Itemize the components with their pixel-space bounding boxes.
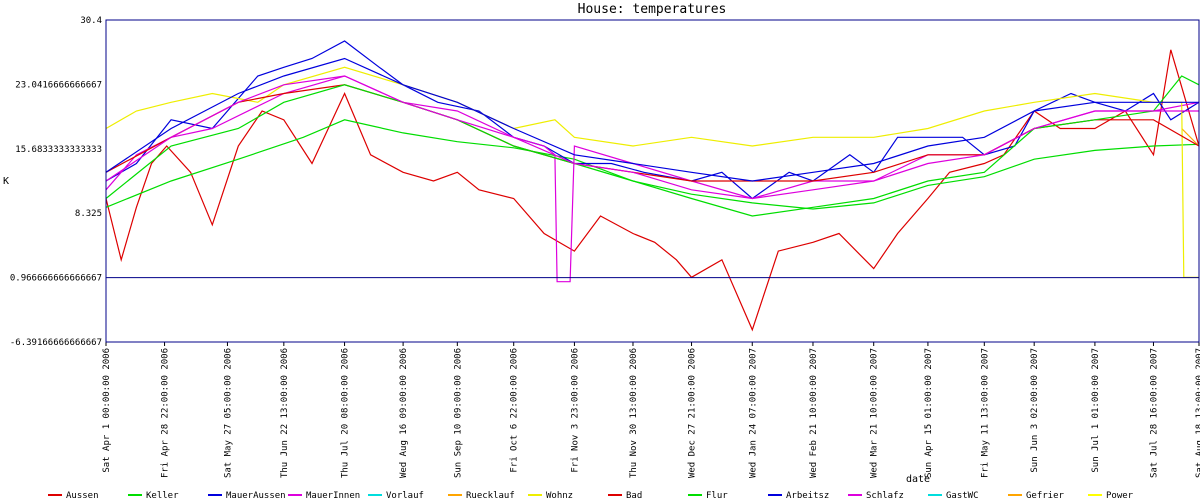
legend-item: Ruecklauf (448, 491, 515, 500)
legend-label: Arbeitsz (786, 491, 829, 500)
series-line (105, 119, 1200, 210)
x-tick-label: Sat Jul 28 16:00:00 2007 (1149, 348, 1159, 478)
legend-item: GastWC (928, 491, 979, 500)
legend-item: MauerInnen (288, 491, 360, 500)
legend-item: Gefrier (1008, 491, 1065, 500)
legend-label: MauerAussen (226, 491, 286, 500)
legend-label: Wohnz (546, 491, 573, 500)
series-line (105, 75, 1199, 200)
legend-item: Schlafz (848, 491, 904, 500)
legend-label: Vorlauf (386, 491, 424, 500)
series-line (105, 75, 1200, 217)
legend-item: MauerAussen (208, 491, 286, 500)
x-tick-label: Fri Apr 28 22:00:00 2006 (161, 348, 171, 478)
series-line (105, 75, 1200, 283)
series-line (105, 57, 1199, 182)
series-line (1181, 128, 1200, 147)
x-tick-label: Sun Sep 10 09:00:00 2006 (453, 348, 463, 478)
x-tick-label: Wed Mar 21 10:00:00 2007 (870, 348, 880, 478)
legend-item: Arbeitsz (768, 491, 829, 500)
x-tick-label: Sat Apr 1 00:00:00 2006 (102, 348, 112, 473)
legend-item: Keller (128, 491, 179, 500)
series-line (105, 40, 1200, 200)
y-tick-label: 30.4 (80, 16, 102, 26)
series-line (105, 66, 1199, 278)
grid (105, 342, 1200, 346)
legend-label: Ruecklauf (466, 491, 515, 500)
x-tick-label: Fri Oct 6 22:00:00 2006 (510, 348, 520, 473)
y-tick-label: 23.0416666666667 (15, 80, 102, 90)
x-tick-label: Sun Jun 3 02:00:00 2007 (1030, 348, 1040, 473)
series-layer (105, 40, 1200, 332)
y-tick-label: -6.39166666666667 (10, 338, 102, 348)
y-axis: 30.4 23.0416666666667 15.6833333333333 8.32… (10, 16, 102, 348)
x-tick-label: Sun Apr 15 01:00:00 2007 (924, 348, 934, 478)
x-tick-label: Thu Jul 20 08:00:00 2006 (341, 348, 351, 478)
x-axis-label: date (906, 474, 930, 485)
legend-item: Bad (608, 491, 642, 500)
legend-label: Bad (626, 491, 642, 500)
x-tick-label: Fri Nov 3 23:00:00 2006 (570, 348, 580, 473)
x-tick-label: Wed Feb 21 10:00:00 2007 (809, 348, 819, 478)
legend-label: GastWC (946, 491, 979, 500)
legend-item: Power (1088, 491, 1134, 500)
legend-label: Power (1106, 491, 1134, 500)
y-tick-label: 0.966666666666667 (10, 274, 102, 284)
chart-title: House: temperatures (578, 2, 727, 17)
x-tick-label: Thu Jun 22 13:00:00 2006 (280, 348, 290, 478)
y-tick-label: 8.325 (75, 209, 102, 219)
legend-label: Keller (146, 491, 179, 500)
x-tick-label: Sun Jul 1 01:00:00 2007 (1091, 348, 1101, 473)
legend-item: Flur (688, 491, 728, 500)
legend: Aussen Keller MauerAussen MauerInnen Vorlauf… (48, 491, 1134, 500)
y-tick-label: 15.6833333333333 (15, 145, 102, 155)
legend-label: Flur (706, 491, 728, 500)
y-axis-label: K (3, 176, 9, 187)
series-line (105, 49, 1200, 332)
legend-label: Aussen (66, 491, 99, 500)
x-tick-label: Wed Aug 16 09:00:00 2006 (399, 348, 409, 478)
legend-label: MauerInnen (306, 491, 360, 500)
legend-item: Vorlauf (368, 491, 424, 500)
legend-item: Wohnz (528, 491, 573, 500)
x-tick-label: Wed Dec 27 21:00:00 2006 (688, 348, 698, 478)
x-tick-label: Fri May 11 13:00:00 2007 (980, 348, 990, 478)
x-tick-label: Wed Jan 24 07:00:00 2007 (748, 348, 758, 478)
legend-item: Aussen (48, 491, 99, 500)
legend-label: Schlafz (866, 491, 904, 500)
x-axis: Sat Apr 1 00:00:00 2006 Fri Apr 28 22:00:… (102, 348, 1200, 478)
legend-label: Gefrier (1026, 491, 1065, 500)
x-tick-label: Thu Nov 30 13:00:00 2006 (629, 348, 639, 478)
x-tick-label: Sat May 27 05:00:00 2006 (223, 348, 233, 478)
plot-frame (105, 19, 1200, 343)
x-tick-label: Sat Aug 18 13:00:00 2007 (1195, 348, 1200, 478)
